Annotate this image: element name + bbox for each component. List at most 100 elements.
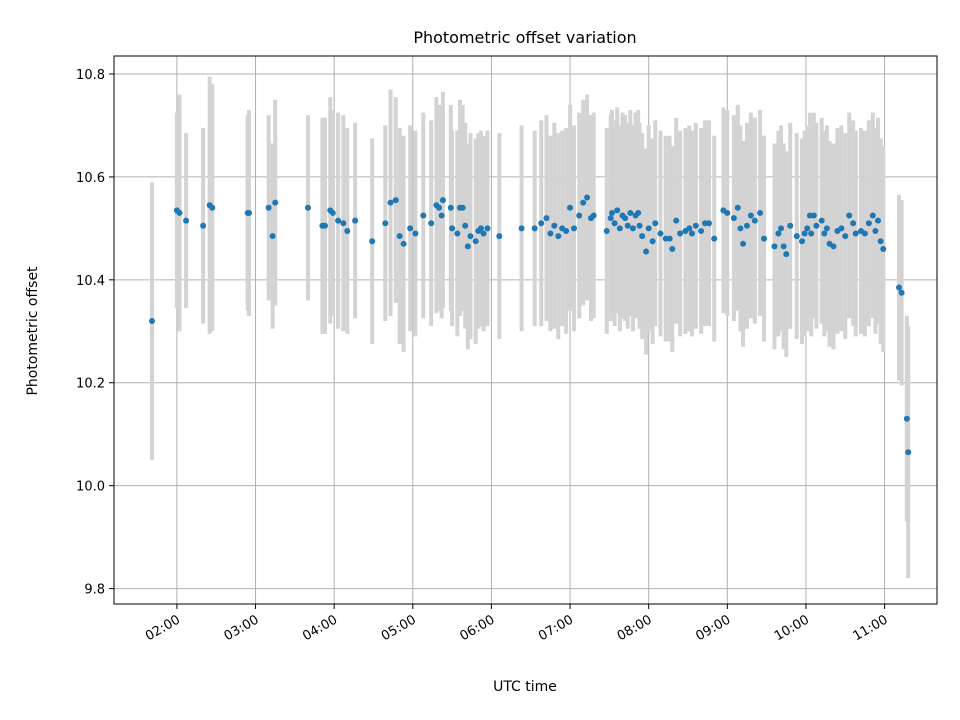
data-point	[801, 230, 808, 237]
data-point	[580, 199, 587, 206]
data-point	[747, 212, 754, 219]
x-tick-label: 04:00	[300, 612, 340, 644]
data-point	[538, 220, 545, 227]
y-tick-label: 10.0	[76, 480, 105, 495]
data-point	[635, 209, 642, 216]
data-point	[563, 227, 570, 234]
data-point	[176, 209, 183, 216]
data-point	[875, 217, 882, 224]
data-point	[639, 233, 646, 240]
data-point	[382, 220, 389, 227]
data-point	[611, 220, 618, 227]
data-point	[321, 222, 328, 229]
data-point	[669, 245, 676, 252]
data-point	[636, 222, 643, 229]
data-point	[543, 215, 550, 222]
data-point	[686, 225, 693, 232]
data-point	[607, 215, 614, 222]
data-point	[209, 204, 216, 211]
data-point	[838, 225, 845, 232]
data-point	[567, 204, 574, 211]
data-point	[780, 243, 787, 250]
data-point	[269, 233, 276, 240]
x-tick-label: 06:00	[457, 612, 497, 644]
data-point	[821, 230, 828, 237]
data-point	[705, 220, 712, 227]
data-point	[387, 199, 394, 206]
data-point	[496, 233, 503, 240]
data-point	[436, 204, 443, 211]
data-point	[778, 225, 785, 232]
data-point	[645, 225, 652, 232]
x-tick-label: 09:00	[693, 612, 733, 644]
data-point	[477, 225, 484, 232]
data-point	[869, 212, 876, 219]
data-point	[649, 238, 656, 245]
data-point	[412, 230, 419, 237]
data-point	[614, 207, 621, 214]
y-tick-label: 10.8	[76, 68, 105, 83]
data-point	[751, 217, 758, 224]
data-point	[877, 238, 884, 245]
data-point	[799, 238, 806, 245]
error-bars	[150, 76, 911, 579]
data-point	[551, 222, 558, 229]
data-point	[880, 245, 887, 252]
data-point	[603, 227, 610, 234]
data-point	[842, 233, 849, 240]
data-point	[467, 233, 474, 240]
data-point	[673, 217, 680, 224]
data-point	[677, 230, 684, 237]
data-point	[480, 230, 487, 237]
data-point	[905, 449, 912, 456]
y-gridlines	[114, 73, 937, 590]
data-point	[555, 233, 562, 240]
data-point	[629, 225, 636, 232]
data-point	[484, 225, 491, 232]
data-point	[903, 415, 910, 422]
data-point	[608, 209, 615, 216]
data-point	[616, 225, 623, 232]
data-point	[823, 225, 830, 232]
data-point	[396, 233, 403, 240]
data-point	[183, 217, 190, 224]
data-point	[200, 222, 207, 229]
data-point	[865, 220, 872, 227]
data-point	[454, 230, 461, 237]
data-point	[369, 238, 376, 245]
data-point	[420, 212, 427, 219]
data-point	[392, 197, 399, 204]
data-point	[810, 212, 817, 219]
data-point	[692, 222, 699, 229]
data-point	[335, 217, 342, 224]
x-tick-label: 07:00	[536, 612, 576, 644]
data-point	[439, 197, 446, 204]
data-point	[761, 235, 768, 242]
data-point	[724, 209, 731, 216]
data-point	[775, 230, 782, 237]
data-point	[771, 243, 778, 250]
data-point	[688, 230, 695, 237]
data-point	[464, 243, 471, 250]
data-point	[813, 222, 820, 229]
data-point	[400, 240, 407, 247]
x-tick-label: 05:00	[379, 612, 419, 644]
data-point	[447, 204, 454, 211]
data-point	[449, 225, 456, 232]
data-point	[407, 225, 414, 232]
data-point	[730, 215, 737, 222]
data-point	[304, 204, 311, 211]
data-point	[459, 204, 466, 211]
data-point	[666, 235, 673, 242]
data-point	[627, 209, 634, 216]
data-point	[818, 217, 825, 224]
data-point	[830, 243, 837, 250]
data-point	[898, 289, 905, 296]
y-tick-label: 9.8	[84, 583, 105, 598]
data-point	[344, 227, 351, 234]
data-point	[428, 220, 435, 227]
chart-title: Photometric offset variation	[413, 28, 636, 47]
data-point	[787, 222, 794, 229]
data-point	[340, 220, 347, 227]
data-point	[783, 251, 790, 258]
